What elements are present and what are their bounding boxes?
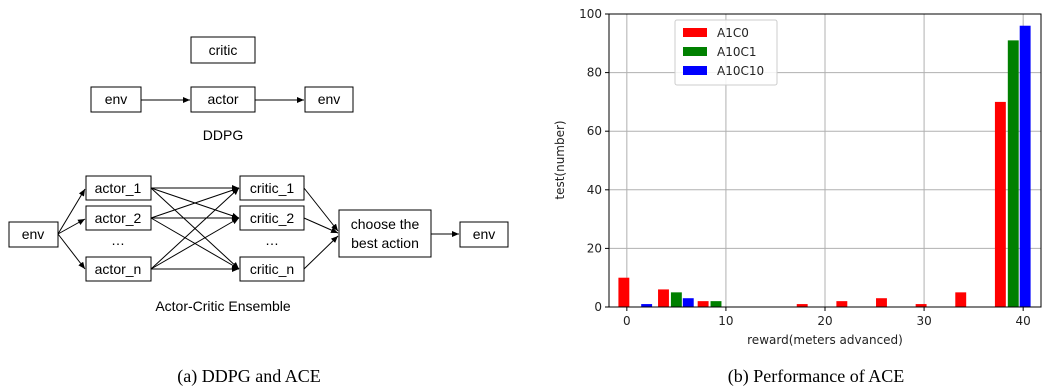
legend-swatch-a10c10	[683, 66, 707, 75]
y-tick-label: 40	[587, 183, 602, 197]
ace-env-in-box: env	[22, 226, 45, 242]
ddpg-title: DDPG	[203, 127, 243, 143]
ace-section: env actor_1 actor_2 … actor_n critic_1 c…	[8, 175, 509, 314]
ace-actor-2-box: actor_2	[95, 210, 142, 226]
bar-a1c0	[618, 277, 630, 307]
y-tick-label: 60	[587, 124, 602, 138]
chart-grid	[609, 13, 1041, 308]
right-caption: (b) Performance of ACE	[728, 366, 904, 387]
bar-a10c1	[710, 301, 722, 307]
ace-env-out-box: env	[473, 226, 496, 242]
x-tick-label: 20	[817, 314, 832, 328]
ace-actor-ellipsis: …	[111, 232, 125, 248]
bar-a10c1	[1007, 40, 1019, 308]
ace-critic-choose-arrows	[303, 187, 339, 270]
legend-label-a10c1: A10C1	[717, 45, 757, 59]
y-tick-label: 80	[587, 66, 602, 80]
y-tick-label: 0	[594, 300, 602, 314]
ace-choose-line2: best action	[351, 235, 419, 251]
ddpg-env-in-box: env	[105, 91, 128, 107]
ace-critic-2-box: critic_2	[250, 210, 295, 226]
ace-actor-1-box: actor_1	[95, 180, 142, 196]
bar-a1c0	[876, 298, 887, 307]
bar-a1c0	[955, 292, 967, 307]
x-tick-label: 0	[623, 314, 631, 328]
bar-a10c10	[641, 304, 653, 307]
ace-title: Actor-Critic Ensemble	[155, 298, 291, 314]
chart-bars	[618, 25, 1031, 308]
x-tick-label: 40	[1016, 314, 1031, 328]
ace-critic-n-box: critic_n	[250, 261, 294, 277]
ace-critic-1-box: critic_1	[250, 180, 295, 196]
y-tick-label: 20	[587, 241, 602, 255]
bar-a1c0	[836, 301, 848, 307]
ddpg-actor-box: actor	[207, 91, 238, 107]
y-tick-label: 100	[579, 7, 602, 21]
bar-a1c0	[658, 289, 669, 307]
bar-a10c10	[1019, 25, 1031, 307]
x-axis-label: reward(meters advanced)	[747, 333, 903, 347]
ddpg-ace-diagram: critic env actor env DDPG env actor_1 ac…	[8, 36, 509, 387]
legend-swatch-a10c1	[683, 47, 707, 56]
left-caption: (a) DDPG and ACE	[177, 366, 320, 387]
bar-a1c0	[697, 301, 709, 307]
legend-label-a10c10: A10C10	[717, 64, 764, 78]
chart-legend: A1C0 A10C1 A10C10	[674, 19, 778, 86]
ddpg-critic-box: critic	[209, 42, 238, 58]
ace-actor-n-box: actor_n	[95, 261, 142, 277]
bar-a1c0	[915, 304, 927, 307]
ace-env-actor-arrows	[57, 188, 86, 270]
legend-swatch-a1c0	[683, 28, 707, 37]
legend-label-a1c0: A1C0	[717, 26, 749, 40]
x-tick-label: 30	[916, 314, 931, 328]
ace-choose-line1: choose the	[351, 216, 420, 232]
chart-ticks: 0 10 20 30 40 0 20 40 60 80 100	[579, 7, 1031, 328]
ace-actor-critic-arrows	[150, 185, 240, 272]
x-tick-label: 10	[718, 314, 733, 328]
ddpg-section: critic env actor env DDPG	[90, 36, 354, 143]
ddpg-env-out-box: env	[318, 91, 341, 107]
ace-performance-chart: 0 10 20 30 40 0 20 40 60 80 100 reward(meters adva…	[553, 7, 1042, 387]
bar-a1c0	[796, 304, 808, 307]
bar-a1c0	[994, 101, 1006, 308]
bar-a10c10	[682, 298, 694, 307]
ace-critic-ellipsis: …	[265, 232, 279, 248]
y-axis-label: test(number)	[553, 120, 567, 199]
bar-a10c1	[670, 292, 682, 307]
